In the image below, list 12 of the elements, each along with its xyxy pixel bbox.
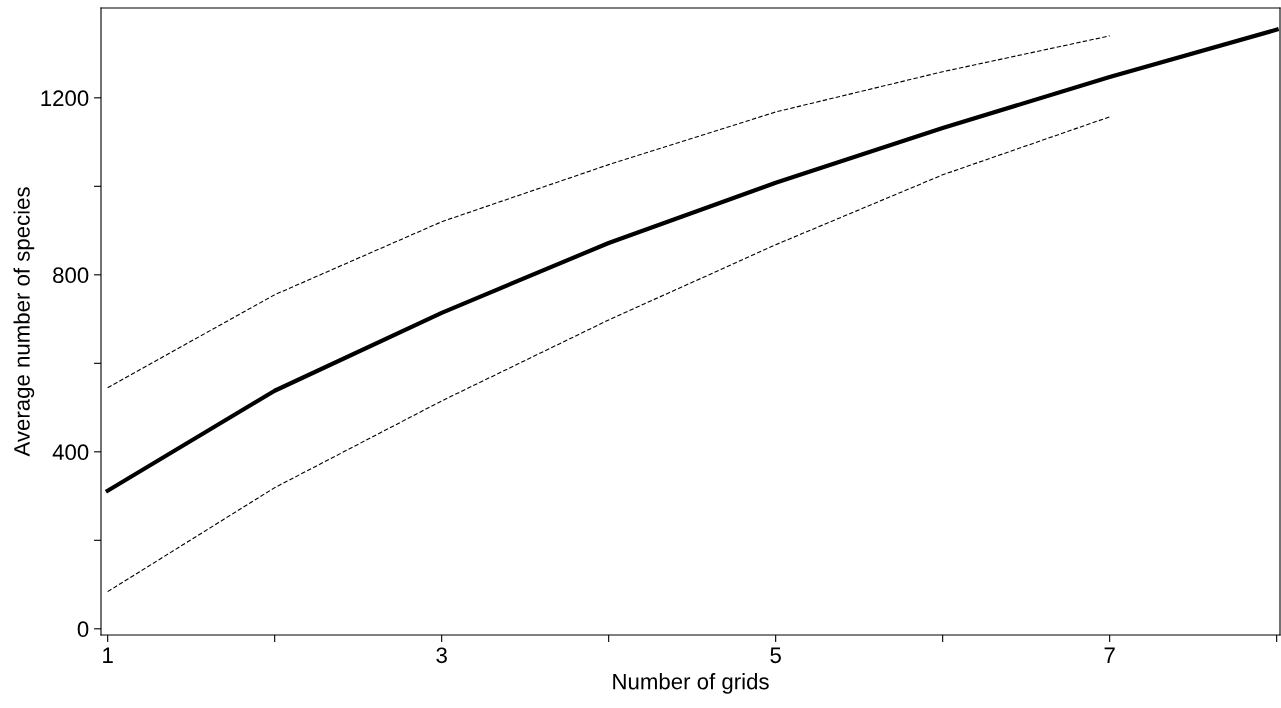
x-tick-label: 3 [436, 647, 447, 664]
x-tick-label: 1 [103, 647, 113, 663]
line-series [107, 116, 1111, 593]
line-series [107, 35, 1111, 389]
y-tick-label: 1200 [41, 90, 89, 107]
y-tick-label: 400 [52, 444, 89, 461]
x-tick-label: 5 [770, 647, 781, 664]
y-tick-label: 0 [77, 621, 89, 638]
x-axis-title: Number of grids [613, 673, 769, 694]
y-axis-title: Average number of species [13, 187, 35, 457]
x-tick-label: 7 [1104, 647, 1115, 663]
y-tick-label: 800 [53, 267, 89, 284]
